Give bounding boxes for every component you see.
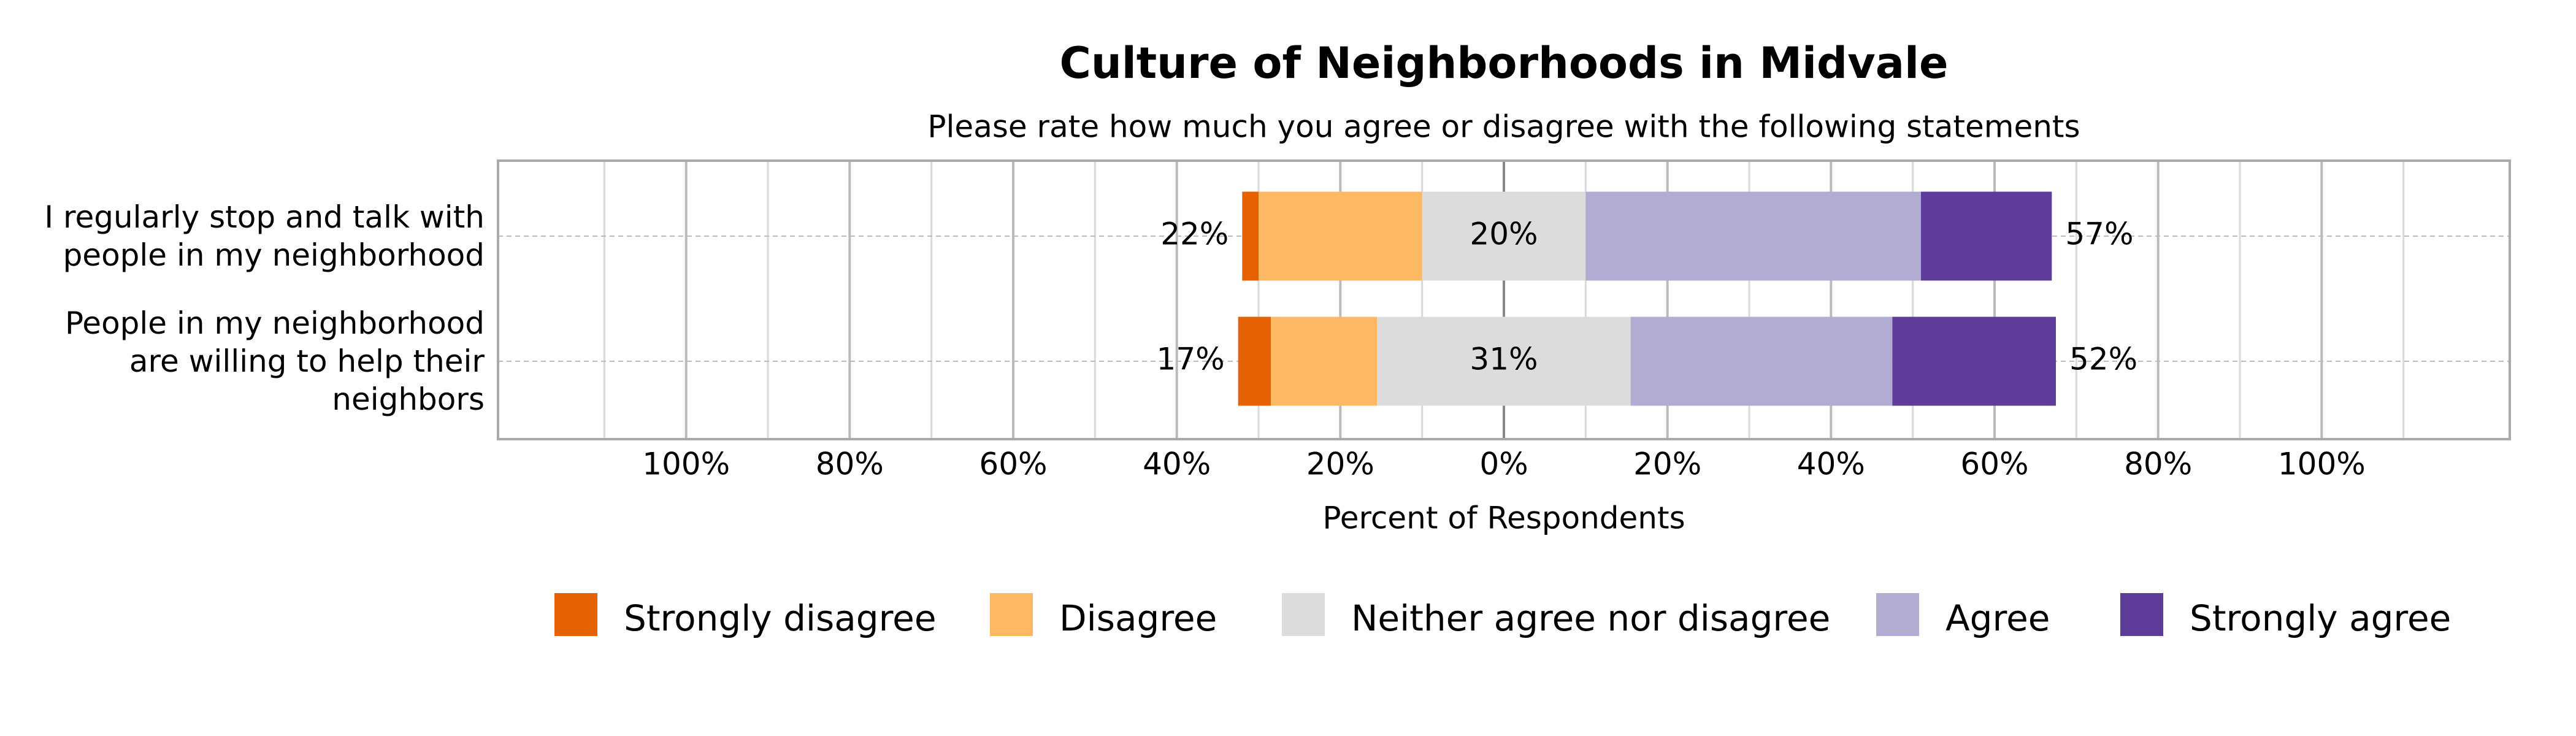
x-axis-title: Percent of Respondents <box>1322 500 1685 536</box>
bar-segment <box>1892 316 2056 406</box>
legend-label: Strongly disagree <box>624 597 937 639</box>
bar-segment <box>1242 191 1259 281</box>
x-tick-label: 60% <box>979 447 1047 482</box>
legend-swatch <box>990 593 1033 636</box>
bar-segment <box>1921 191 2052 281</box>
category-label: People in my neighborhood are willing to… <box>64 305 485 417</box>
bar-segment <box>1377 316 1631 406</box>
category-label: I regularly stop and talk with people in… <box>44 199 485 273</box>
chart-subtitle: Please rate how much you agree or disagr… <box>927 109 2080 145</box>
legend-swatch <box>554 593 597 636</box>
legend-label: Strongly agree <box>2190 597 2451 639</box>
bar-segment <box>1238 316 1271 406</box>
value-label: 20% <box>1470 217 1538 252</box>
legend-swatch <box>2120 593 2163 636</box>
legend-swatch <box>1282 593 1325 636</box>
x-tick-label: 80% <box>2124 447 2192 482</box>
bar-segment <box>1630 316 1893 406</box>
legend-swatch <box>1876 593 1919 636</box>
chart-title: Culture of Neighborhoods in Midvale <box>1060 38 1949 88</box>
legend-label: Neither agree nor disagree <box>1351 597 1830 639</box>
x-tick-label: 40% <box>1143 447 1211 482</box>
value-label: 31% <box>1470 342 1538 377</box>
right-total-label: 52% <box>2069 342 2137 377</box>
bar-segment <box>1259 191 1422 281</box>
x-tick-label: 0% <box>1479 447 1528 482</box>
x-tick-label: 100% <box>2278 447 2366 482</box>
left-total-label: 22% <box>1160 217 1229 252</box>
x-tick-label: 20% <box>1633 447 1701 482</box>
x-tick-label: 100% <box>642 447 730 482</box>
x-tick-label: 80% <box>816 447 884 482</box>
legend-label: Disagree <box>1059 597 1217 639</box>
bar-segment <box>1271 316 1378 406</box>
right-total-label: 57% <box>2065 217 2133 252</box>
x-tick-label: 40% <box>1797 447 1865 482</box>
plot-frame <box>497 159 2511 440</box>
x-tick-label: 20% <box>1306 447 1374 482</box>
x-tick-label: 60% <box>1960 447 2028 482</box>
bar-segment <box>1585 191 1921 281</box>
legend-label: Agree <box>1945 597 2050 639</box>
bar-segment <box>1422 191 1586 281</box>
left-total-label: 17% <box>1157 342 1225 377</box>
